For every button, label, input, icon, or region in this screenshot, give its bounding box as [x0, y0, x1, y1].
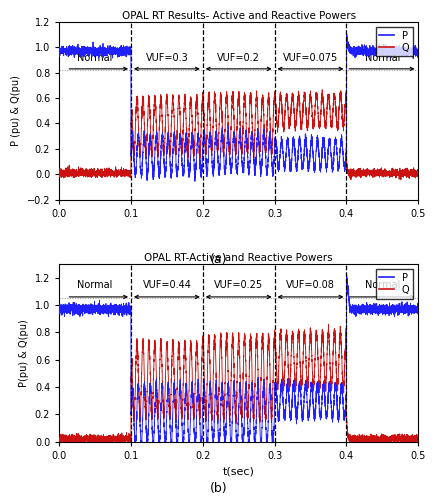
Text: Normal: Normal	[77, 52, 113, 62]
Text: VUF=0.075: VUF=0.075	[283, 52, 338, 62]
X-axis label: t(sec): t(sec)	[223, 466, 255, 476]
Title: OPAL RT Results- Active and Reactive Powers: OPAL RT Results- Active and Reactive Pow…	[121, 11, 356, 21]
Text: VUF=0.44: VUF=0.44	[142, 280, 191, 290]
Text: VUF=0.08: VUF=0.08	[286, 280, 335, 290]
Text: VUF=0.3: VUF=0.3	[146, 52, 188, 62]
Legend: P, Q: P, Q	[375, 26, 413, 56]
Y-axis label: P(pu) & Q(pu): P(pu) & Q(pu)	[19, 319, 29, 387]
Text: Normal: Normal	[77, 280, 113, 290]
Y-axis label: P (pu) & Q(pu): P (pu) & Q(pu)	[11, 76, 21, 146]
Text: VUF=0.25: VUF=0.25	[214, 280, 263, 290]
Text: Normal: Normal	[364, 52, 400, 62]
Text: VUF=0.2: VUF=0.2	[217, 52, 260, 62]
Text: (b): (b)	[210, 482, 227, 495]
Text: (a): (a)	[210, 252, 227, 266]
Title: OPAL RT-Active and Reactive Powers: OPAL RT-Active and Reactive Powers	[144, 254, 333, 264]
Text: Normal: Normal	[364, 280, 400, 290]
Legend: P, Q: P, Q	[375, 269, 413, 298]
